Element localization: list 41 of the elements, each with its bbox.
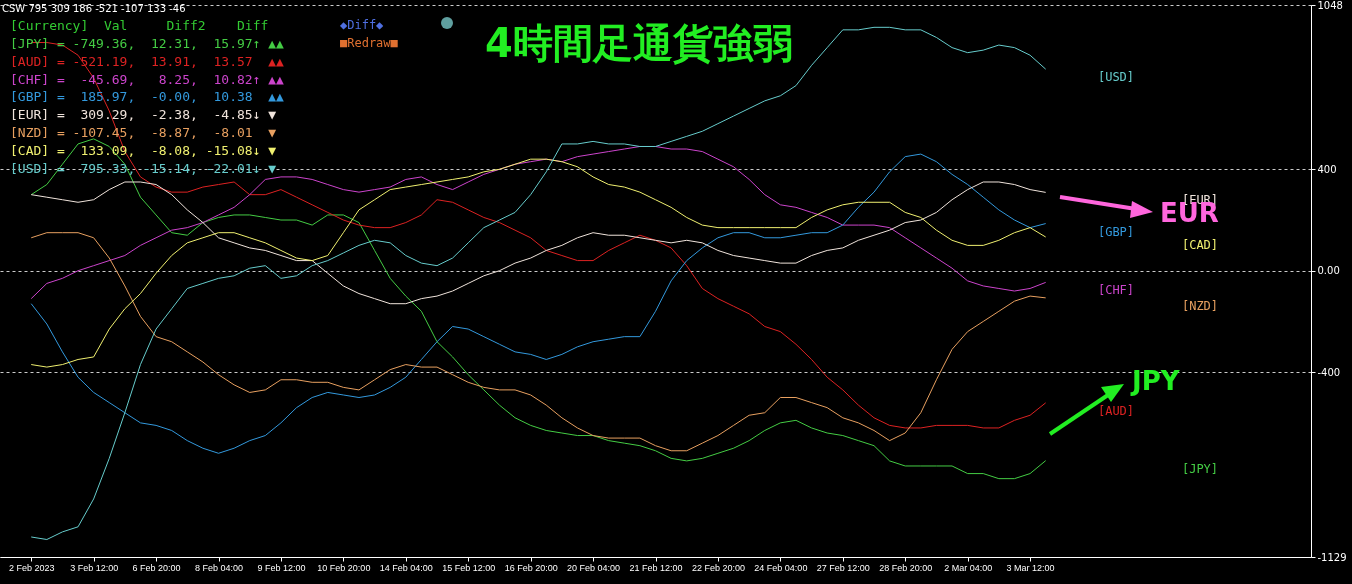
x-tick-label: 27 Feb 12:00 [816, 562, 870, 573]
y-tick-label: 0.00 [1317, 265, 1340, 277]
text: [JPY] [1181, 461, 1219, 476]
annotation: ■Redraw■ [340, 36, 399, 50]
line-series [30, 232, 1047, 452]
x-tick-label: 10 Feb 20:00 [317, 562, 371, 573]
annotation: [AUD] = -521.19, 13.91, 13.57 ▲▲ [10, 53, 285, 69]
chart-title: 4時間足通貨強弱 [485, 20, 793, 66]
line-series [30, 181, 1047, 305]
x-tick-label: 15 Feb 12:00 [442, 562, 496, 573]
x-tick-label: 16 Feb 20:00 [504, 562, 558, 573]
y-tick-label: 1048 [1317, 0, 1343, 11]
text: JPY [1130, 366, 1181, 396]
x-tick-label: 2 Mar 04:00 [944, 562, 993, 573]
x-tick-label: 3 Feb 12:00 [70, 562, 119, 573]
x-tick-label: 14 Feb 04:00 [379, 562, 433, 573]
text: [GBP] [1097, 224, 1135, 239]
annotation: [NZD] = -107.45, -8.87, -8.01 ▼ [10, 125, 277, 140]
x-tick-label: 28 Feb 20:00 [879, 562, 933, 573]
annotation: ◆Diff◆ [340, 18, 385, 32]
y-tick-label: 400 [1317, 163, 1337, 175]
text: [CAD] [1181, 238, 1219, 253]
y-tick-label: -400 [1317, 366, 1341, 378]
text: [CHF] [1097, 283, 1135, 298]
text: [AUD] [1097, 403, 1135, 418]
annotation: [CAD] = 133.09, -8.08, -15.08↓ ▼ [10, 142, 277, 158]
x-tick-label: 9 Feb 12:00 [257, 562, 306, 573]
x-tick-label: 3 Mar 12:00 [1006, 562, 1055, 573]
x-tick-label: 24 Feb 04:00 [754, 562, 808, 573]
x-tick-label: 20 Feb 04:00 [567, 562, 621, 573]
x-tick-label: 6 Feb 20:00 [132, 562, 181, 573]
annotation: [Currency] Val Diff2 Diff [10, 18, 269, 33]
x-tick-label: 2 Feb 2023 [8, 562, 55, 573]
x-tick-label: 21 Feb 12:00 [629, 562, 683, 573]
annotation: [EUR] = 309.29, -2.38, -4.85↓ ▼ [10, 107, 277, 123]
y-tick-label: -1129 [1317, 551, 1347, 563]
text: [NZD] [1181, 298, 1219, 313]
text: [USD] [1097, 70, 1135, 85]
annotation: CSW 795 309 186 -521 -107 133 -46 [2, 3, 186, 14]
x-tick-label: 8 Feb 04:00 [194, 562, 244, 573]
x-tick-label: 22 Feb 20:00 [691, 562, 745, 573]
